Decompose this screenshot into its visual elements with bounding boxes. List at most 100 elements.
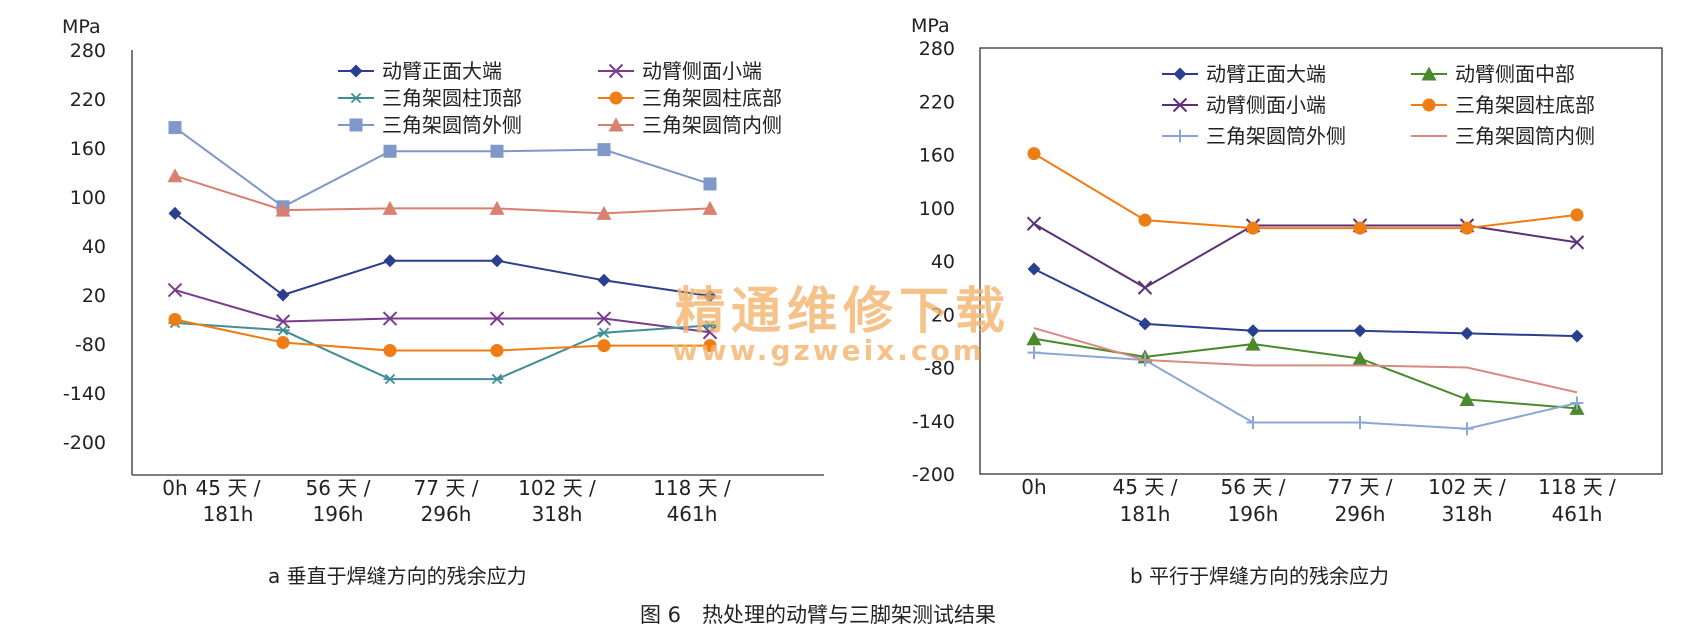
series-line [174, 289, 711, 334]
data-point [1570, 329, 1584, 343]
x-tick-labels-a: 0h 45 天 /181h 56 天 /196h 77 天 /296h 102 天 /3… [162, 476, 731, 526]
data-point [1027, 147, 1041, 161]
x-tick-label-sub: 196h [1228, 502, 1279, 526]
legend-label: 三角架圆柱顶部 [382, 86, 522, 110]
y-tick-label: 160 [919, 145, 955, 167]
y-tick-label: 220 [70, 89, 106, 111]
x-tick-label-sub: 181h [1120, 502, 1171, 526]
data-point [1460, 221, 1474, 235]
x-tick-label: 0h [162, 476, 187, 500]
data-point [703, 289, 717, 303]
data-point [703, 339, 717, 353]
chart-panel-b: MPa 280 220 160 100 40 20 -80 -140 -200 0h 45 天 /… [911, 15, 1663, 588]
x-tick-label-sub: 296h [1335, 502, 1386, 526]
data-point [168, 206, 182, 220]
data-point [1570, 396, 1584, 410]
x-tick-labels-b: 0h 45 天 / 181h 56 天 / 196h 77 天 / 296h 102 天 / 3… [1021, 475, 1616, 526]
series-line [174, 126, 711, 208]
x-tick-label: 77 天 / [1328, 475, 1393, 499]
watermark-text: 精通维修下载 [675, 282, 1011, 340]
data-point [597, 273, 611, 287]
data-point [168, 313, 182, 326]
data-point [1353, 221, 1367, 235]
data-point [1353, 416, 1367, 430]
data-point [703, 177, 717, 191]
legend-marker [1422, 98, 1436, 112]
x-tick-label: 118 天 / [653, 476, 731, 500]
data-point [382, 200, 398, 215]
legend-label: 动臂侧面小端 [642, 59, 762, 83]
data-point [596, 205, 612, 220]
data-point [1137, 280, 1153, 295]
data-point [275, 202, 291, 217]
x-tick-label-sub: 196h [313, 502, 364, 526]
legend-label: 三角架圆筒内侧 [1455, 124, 1595, 148]
x-tick-label-sub: 461h [1552, 502, 1603, 526]
chart-panel-a: MPa 280 220 160 100 40 20 -80 -140 -200 0h 45 天 /… [62, 16, 824, 588]
x-tick-label-sub: 181h [203, 502, 254, 526]
x-tick-label: 56 天 / [1221, 475, 1286, 499]
data-point [1026, 331, 1042, 346]
legend-label: 三角架圆筒外侧 [1206, 124, 1346, 148]
y-tick-label: -200 [912, 464, 955, 486]
plot-frame-b [979, 47, 1663, 475]
y-tick-label: 20 [931, 304, 955, 326]
y-tick-label: 100 [70, 187, 106, 209]
y-tick-labels-b: 280 220 160 100 40 20 -80 -140 -200 [912, 38, 955, 486]
y-tick-label: -200 [63, 432, 106, 454]
data-point [383, 144, 397, 158]
legend-marker [608, 63, 624, 79]
x-tick-label: 118 天 / [1538, 475, 1616, 499]
series-line [174, 321, 711, 381]
subcaption-b: b 平行于焊缝方向的残余应力 [1130, 564, 1389, 588]
legend-marker [349, 118, 363, 132]
legend-label: 动臂正面大端 [1206, 62, 1326, 86]
data-point [1245, 336, 1261, 351]
legend-label: 动臂侧面小端 [1206, 93, 1326, 117]
y-tick-label: 280 [70, 40, 106, 62]
data-point [490, 254, 504, 268]
data-point [702, 325, 718, 340]
y-tick-label: -140 [912, 411, 955, 433]
data-point [490, 344, 504, 358]
y-axis-unit-b: MPa [911, 15, 950, 37]
watermark-url: www.gzweix.com [672, 334, 985, 367]
data-point [703, 320, 717, 331]
x-tick-label-sub: 461h [667, 502, 718, 526]
data-point [597, 143, 611, 157]
data-point [1246, 221, 1260, 235]
data-point [1246, 416, 1260, 430]
y-tick-label: -140 [63, 383, 106, 405]
legend-label: 三角架圆柱底部 [1455, 93, 1595, 117]
data-point [1569, 235, 1585, 250]
data-point [597, 327, 611, 338]
data-point [1353, 324, 1367, 338]
data-point [1570, 208, 1584, 222]
legend-marker [1172, 97, 1188, 113]
series-line [1033, 222, 1578, 289]
data-point [490, 144, 504, 158]
x-tick-label-sub: 296h [421, 502, 472, 526]
series-line [1033, 152, 1578, 230]
data-point [1027, 346, 1041, 360]
data-point [596, 311, 612, 326]
data-point [1460, 422, 1474, 436]
x-tick-label-sub: 318h [532, 502, 583, 526]
data-point [489, 200, 505, 215]
legend-marker [1421, 66, 1437, 81]
data-point [167, 168, 183, 183]
legend-label: 动臂正面大端 [382, 59, 502, 83]
data-point [597, 339, 611, 353]
y-tick-label: -80 [924, 358, 955, 380]
y-tick-label: 40 [82, 236, 106, 258]
legend-marker [1173, 129, 1187, 143]
series-line [174, 174, 711, 215]
series-group-a [167, 121, 718, 385]
data-point [276, 325, 290, 336]
data-point [490, 373, 504, 385]
legend-label: 动臂侧面中部 [1455, 62, 1575, 86]
x-tick-label: 102 天 / [518, 476, 596, 500]
data-point [489, 311, 505, 326]
